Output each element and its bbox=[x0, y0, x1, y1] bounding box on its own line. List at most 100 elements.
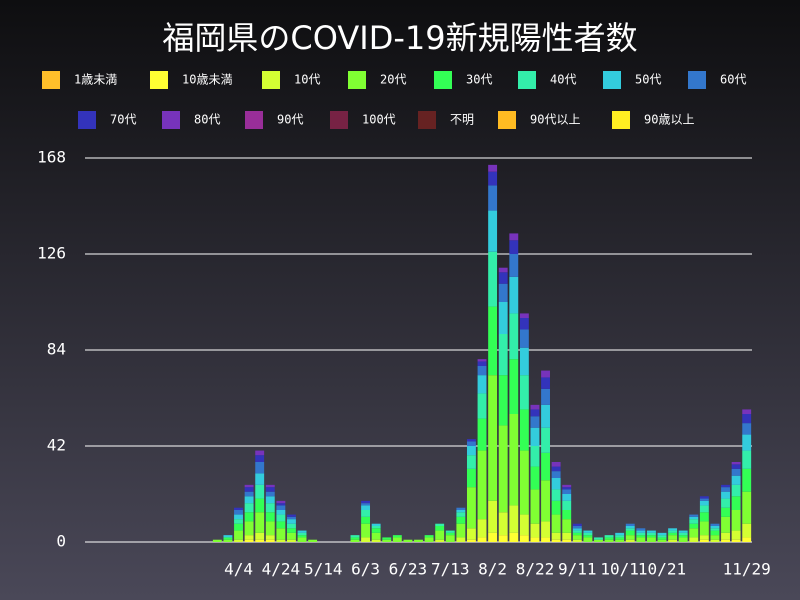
bar-segment bbox=[287, 516, 296, 520]
bar-segment bbox=[572, 528, 582, 531]
bar-segment bbox=[477, 393, 487, 419]
bar-segment bbox=[519, 375, 529, 410]
bar-segment bbox=[530, 537, 540, 542]
bar-segment bbox=[678, 537, 688, 542]
legend-swatch bbox=[262, 71, 280, 89]
bar-segment bbox=[646, 535, 656, 538]
bar-segment bbox=[710, 526, 720, 529]
bar-segment bbox=[562, 484, 572, 488]
bar-segment bbox=[456, 537, 466, 542]
bar-segment bbox=[646, 532, 656, 536]
bar-segment bbox=[498, 267, 508, 273]
bar-segment bbox=[699, 521, 709, 536]
bar-segment bbox=[530, 416, 540, 428]
legend-label: 20代 bbox=[380, 73, 406, 87]
bar-segment bbox=[488, 210, 498, 252]
bar-segment bbox=[435, 526, 445, 531]
bar-segment bbox=[668, 535, 678, 540]
legend-label: 70代 bbox=[110, 113, 136, 127]
bar-segment bbox=[244, 535, 254, 540]
bar-segment bbox=[466, 468, 476, 488]
bar-segment bbox=[456, 510, 466, 513]
bar-segment bbox=[541, 537, 550, 542]
bar-segment bbox=[678, 535, 688, 538]
x-tick-label: 8/22 bbox=[516, 560, 555, 579]
bar-segment bbox=[699, 512, 709, 522]
legend-label: 不明 bbox=[450, 113, 474, 127]
bar-segment bbox=[234, 514, 243, 520]
bar-segment bbox=[657, 535, 667, 538]
x-tick-label: 4/24 bbox=[262, 560, 301, 579]
bar-segment bbox=[551, 462, 561, 467]
bar-segment bbox=[604, 537, 614, 540]
bar-segment bbox=[244, 491, 254, 497]
bar-segment bbox=[382, 537, 392, 540]
bar-segment bbox=[382, 539, 392, 542]
bar-segment bbox=[594, 537, 603, 540]
x-tick-label: 7/13 bbox=[431, 560, 470, 579]
bar-segment bbox=[265, 496, 275, 504]
bar-segment bbox=[509, 233, 519, 241]
bar-segment bbox=[742, 414, 752, 424]
bar-segment bbox=[562, 510, 572, 520]
bar-segment bbox=[265, 487, 275, 492]
bar-segment bbox=[509, 254, 519, 277]
bar-segment bbox=[731, 464, 741, 469]
bar-segment bbox=[625, 535, 635, 540]
bar-segment bbox=[424, 535, 434, 538]
bar-segment bbox=[255, 473, 265, 485]
bar-segment bbox=[435, 523, 445, 526]
legend-swatch bbox=[42, 71, 60, 89]
legend-swatch bbox=[78, 111, 96, 129]
bar-segment bbox=[308, 539, 318, 542]
bar-segment bbox=[572, 532, 582, 536]
bar-segment bbox=[371, 523, 381, 526]
bar-segment bbox=[234, 523, 243, 531]
y-tick-label: 42 bbox=[47, 436, 66, 455]
bar-segment bbox=[466, 439, 476, 442]
bar-segment bbox=[477, 361, 487, 366]
bar-segment bbox=[657, 532, 667, 536]
bar-segment bbox=[742, 450, 752, 469]
bar-segment bbox=[244, 521, 254, 536]
bar-segment bbox=[276, 528, 286, 540]
bar-segment bbox=[255, 532, 265, 540]
bar-segment bbox=[636, 532, 646, 536]
bar-segment bbox=[466, 455, 476, 469]
bar-segment bbox=[519, 329, 529, 348]
bar-segment bbox=[255, 498, 265, 513]
bar-segment bbox=[498, 283, 508, 302]
bar-segment bbox=[456, 512, 466, 517]
bar-segment bbox=[583, 530, 593, 533]
bar-segment bbox=[361, 503, 371, 506]
bar-segment bbox=[657, 537, 667, 540]
bar-segment bbox=[509, 313, 519, 360]
bar-segment bbox=[721, 484, 730, 488]
bar-segment bbox=[498, 535, 508, 542]
bar-segment bbox=[530, 409, 540, 417]
bar-segment bbox=[477, 450, 487, 520]
bar-segment bbox=[625, 523, 635, 526]
bar-segment bbox=[689, 523, 699, 529]
bar-segment bbox=[276, 521, 286, 529]
bar-segment bbox=[212, 539, 222, 542]
bar-segment bbox=[657, 539, 667, 542]
bar-segment bbox=[371, 528, 381, 533]
bar-segment bbox=[276, 510, 286, 515]
bar-segment bbox=[371, 526, 381, 529]
legend-swatch bbox=[418, 111, 436, 129]
bar-segment bbox=[742, 523, 752, 538]
bar-segment bbox=[541, 404, 550, 428]
bar-segment bbox=[625, 530, 635, 536]
bar-segment bbox=[223, 539, 233, 542]
legend-label: 60代 bbox=[720, 73, 746, 87]
bar-segment bbox=[721, 491, 730, 499]
chart-title: 福岡県のCOVID-19新規陽性者数 bbox=[162, 19, 637, 57]
bar-segment bbox=[456, 507, 466, 510]
legend-swatch bbox=[348, 71, 366, 89]
bar-segment bbox=[287, 523, 296, 529]
y-tick-label: 126 bbox=[37, 244, 66, 263]
bar-segment bbox=[276, 539, 286, 542]
legend-swatch bbox=[688, 71, 706, 89]
bar-segment bbox=[721, 507, 730, 517]
